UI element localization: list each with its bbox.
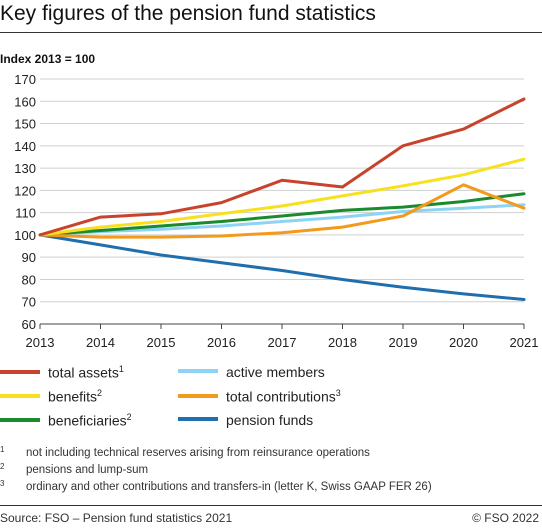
legend-footnote-mark: 1 [118, 364, 124, 374]
x-tick-label: 2017 [268, 335, 297, 350]
footnote-mark: 1 [0, 445, 5, 454]
legend-label: beneficiaries [48, 412, 127, 429]
legend-label: active members [226, 364, 325, 380]
series-line-active-members [38, 203, 526, 237]
legend-item: total assets1 [0, 364, 124, 381]
legend-label: total contributions [226, 388, 336, 405]
legend-swatch [0, 417, 40, 422]
x-tick-label: 2016 [207, 335, 236, 350]
series-line-total-contributions [38, 183, 526, 239]
footer-rule [0, 505, 542, 506]
footnote-mark: 3 [0, 479, 5, 488]
footnote-text: ordinary and other contributions and tra… [26, 481, 432, 493]
y-tick-label: 70 [22, 295, 36, 310]
legend-footnote-mark: 2 [126, 412, 132, 422]
y-tick-label: 130 [14, 161, 36, 176]
y-tick-label: 80 [22, 272, 36, 287]
x-tick-label: 2020 [449, 335, 478, 350]
y-tick-label: 120 [14, 183, 36, 198]
legend-label: pension funds [226, 412, 314, 428]
x-tick-label: 2015 [147, 335, 176, 350]
legend-swatch [178, 369, 218, 374]
y-tick-label: 90 [22, 250, 36, 265]
source-text: Source: FSO – Pension fund statistics 20… [0, 511, 233, 525]
footnote-mark: 2 [0, 462, 5, 471]
y-tick-label: 160 [14, 94, 36, 109]
footnote: 3 ordinary and other contributions and tr… [0, 479, 432, 493]
series-line-benefits [38, 157, 526, 237]
legend-swatch [178, 417, 218, 422]
y-tick-label: 140 [14, 139, 36, 154]
x-tick-label: 2018 [328, 335, 357, 350]
legend-item: benefits2 [0, 388, 102, 405]
y-tick-label: 170 [14, 72, 36, 87]
legend-footnote-mark: 3 [335, 388, 341, 398]
legend-label: benefits [48, 388, 98, 405]
legend-swatch [178, 393, 218, 398]
series-line-beneficiaries [38, 192, 526, 237]
legend-footnote-mark: 2 [97, 388, 103, 398]
legend-item: total contributions3 [178, 388, 341, 405]
legend-label: total assets [48, 364, 119, 381]
series-line-total-assets [38, 97, 526, 237]
x-tick-label: 2013 [26, 335, 55, 350]
x-tick-label: 2014 [86, 335, 115, 350]
legend-swatch [0, 393, 40, 398]
chart-title: Key figures of the pension fund statisti… [0, 2, 376, 25]
legend-item: beneficiaries2 [0, 412, 132, 429]
legend-item: pension funds [178, 412, 313, 428]
line-chart: 60 70 80 90 100 110 120 130 140 150 160 170 2013 2014… [14, 72, 539, 350]
series-line-pension-funds [38, 233, 526, 301]
copyright-text: © FSO 2022 [472, 511, 539, 525]
legend-item: active members [178, 364, 325, 380]
footnote-text: not including technical reserves arising… [26, 447, 370, 459]
footnote-text: pensions and lump-sum [26, 464, 149, 476]
x-tick-label: 2021 [510, 335, 539, 350]
title-rule [0, 32, 542, 33]
x-tick-label: 2019 [389, 335, 418, 350]
y-tick-label: 100 [14, 228, 36, 243]
y-tick-label: 110 [15, 206, 36, 221]
y-tick-label: 60 [22, 317, 36, 332]
legend-swatch [0, 369, 40, 374]
chart-subtitle: Index 2013 = 100 [0, 52, 96, 66]
footnote: 2 pensions and lump-sum [0, 462, 148, 476]
footnote: 1 not including technical reserves arisin… [0, 445, 370, 459]
y-tick-label: 150 [14, 117, 36, 132]
